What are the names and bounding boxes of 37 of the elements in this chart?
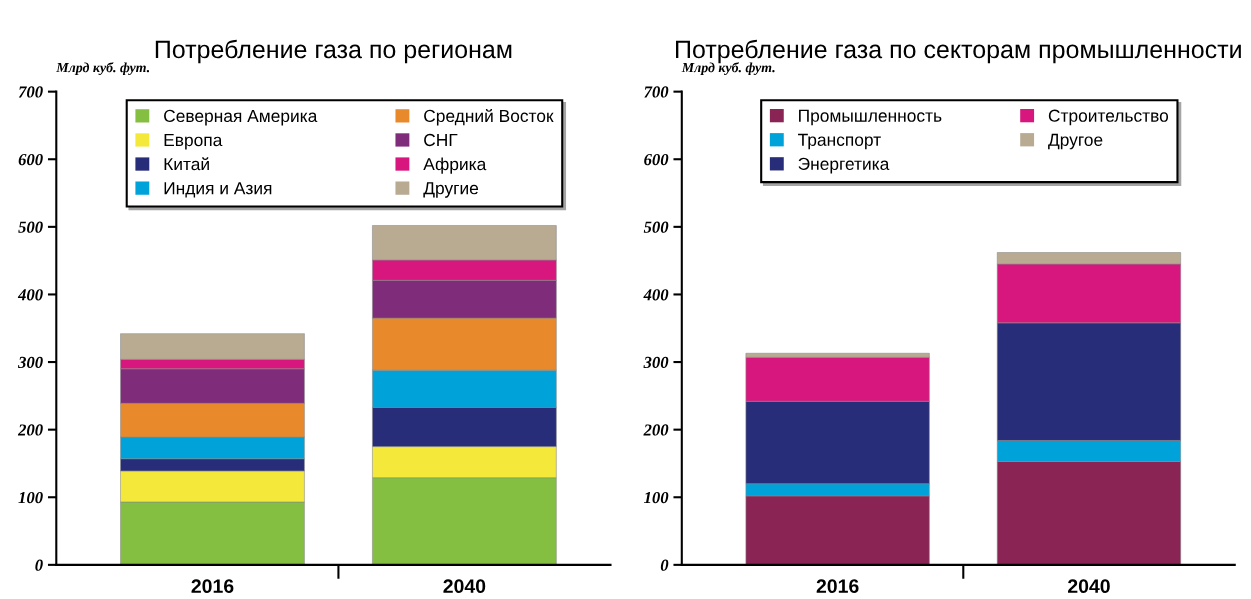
y-tick-label: 700: [18, 86, 43, 98]
legend-label: Другие: [423, 182, 479, 198]
y-tick-label: 500: [18, 221, 43, 233]
y-tick-label: 500: [643, 221, 669, 233]
y-tick-label: 300: [643, 356, 669, 368]
legend-label: Индия и Азия: [164, 182, 272, 198]
y-axis-title: Млрд куб. фут.: [56, 62, 150, 76]
y-tick-label: 600: [18, 153, 43, 166]
y-tick-label: 0: [35, 559, 43, 571]
y-tick-label: 200: [643, 424, 669, 436]
y-tick-label: 600: [644, 153, 669, 166]
legend-label: Другое: [1048, 133, 1103, 150]
chart-title: Потребление газа по секторам промышленности: [676, 39, 1241, 64]
legend-label: Африка: [423, 157, 487, 174]
legend-label: Китай: [164, 157, 209, 171]
legend-label: Средний Восток: [424, 109, 554, 126]
x-tick-label: 2016: [816, 579, 859, 594]
legend-label: Промышленность: [799, 109, 942, 126]
y-axis-title: Млрд куб. фут.: [681, 62, 775, 76]
y-tick-label: 400: [643, 289, 669, 301]
chart-title: Потребление газа по регионам: [155, 39, 512, 64]
x-tick-label: 2040: [443, 579, 486, 594]
legend-label: Энергетика: [798, 157, 890, 174]
legend-label: Европа: [164, 134, 223, 150]
x-tick-label: 2016: [191, 579, 234, 594]
y-tick-label: 100: [643, 491, 669, 504]
y-tick-label: 0: [660, 559, 669, 571]
x-tick-label: 2040: [1068, 579, 1110, 594]
y-tick-label: 700: [644, 86, 669, 98]
legend-label: Строительство: [1048, 109, 1169, 126]
legend-label: Транспорт: [798, 133, 881, 150]
legend-label: СНГ: [424, 133, 458, 147]
y-tick-label: 200: [17, 424, 43, 436]
legend-label: Северная Америка: [164, 109, 318, 126]
y-tick-label: 300: [17, 356, 43, 368]
y-tick-label: 100: [18, 491, 43, 504]
y-tick-label: 400: [17, 289, 43, 301]
